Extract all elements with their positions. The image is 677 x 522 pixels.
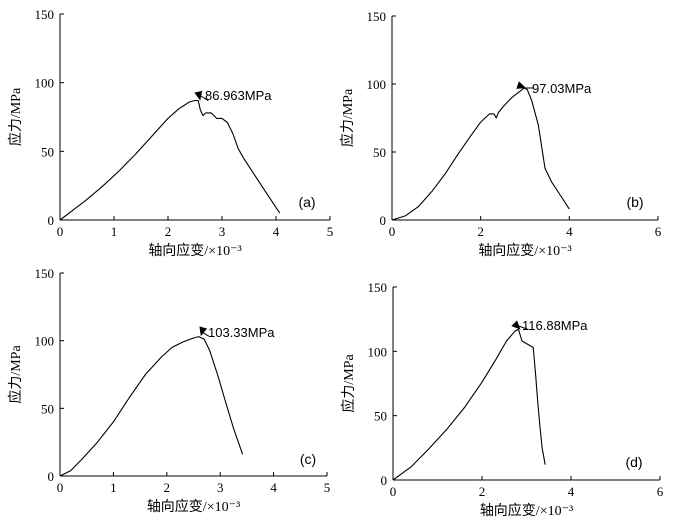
x-tick-label: 5 — [327, 224, 334, 239]
chart-panel-4: 0 2 4 6 0 50 100 150 轴向应变/×10⁻³ 应力/MPa 116.88MPa (d… — [340, 280, 664, 519]
y-tick-label: 0 — [380, 213, 387, 228]
x-axis-title: 轴向应变/×10⁻³ — [148, 242, 241, 259]
y-axis-title: 应力/MPa — [340, 354, 357, 413]
peak-arrow-head — [194, 90, 203, 101]
y-tick-label: 0 — [48, 213, 55, 228]
x-tick-label: 0 — [389, 224, 396, 239]
x-tick-label: 3 — [219, 224, 226, 239]
y-tick-label: 50 — [41, 144, 54, 159]
y-tick-label: 0 — [381, 473, 388, 488]
panel-label: (c) — [300, 451, 316, 467]
y-tick-label: 150 — [367, 9, 387, 24]
y-tick-label: 100 — [35, 76, 55, 91]
y-axis-title: 应力/MPa — [339, 88, 356, 147]
x-tick-label: 1 — [110, 480, 117, 495]
peak-stress-label: 97.03MPa — [532, 81, 592, 96]
x-tick-label: 2 — [164, 480, 171, 495]
y-tick-label: 0 — [48, 469, 55, 484]
y-tick-label: 50 — [374, 409, 387, 424]
x-tick-label: 6 — [657, 484, 664, 499]
peak-stress-label: 103.33MPa — [208, 325, 275, 340]
y-axis-title: 应力/MPa — [7, 87, 24, 146]
y-tick-label: 100 — [35, 334, 55, 349]
x-tick-label: 0 — [57, 480, 64, 495]
panel-label: (d) — [625, 454, 642, 470]
peak-arrow-head — [511, 320, 521, 330]
y-tick-label: 150 — [35, 7, 55, 22]
y-tick-label: 50 — [373, 145, 386, 160]
x-tick-label: 4 — [568, 484, 575, 499]
x-tick-label: 2 — [477, 224, 484, 239]
stress-strain-curve — [391, 87, 570, 221]
peak-arrow-head — [516, 81, 527, 89]
x-axis-title: 轴向应变/×10⁻³ — [478, 242, 571, 259]
peak-arrow-head — [199, 326, 208, 337]
chart-panel-2: 0 2 4 6 0 50 100 150 轴向应变/×10⁻³ 应力/MPa 97.03MPa (b) — [339, 9, 662, 259]
y-tick-label: 100 — [368, 344, 388, 359]
panel-label: (b) — [626, 194, 643, 210]
x-tick-label: 0 — [57, 224, 64, 239]
x-tick-label: 4 — [270, 480, 277, 495]
x-tick-label: 0 — [390, 484, 397, 499]
x-tick-label: 2 — [165, 224, 172, 239]
x-axis-title: 轴向应变/×10⁻³ — [147, 498, 240, 515]
y-tick-label: 100 — [367, 77, 387, 92]
panel-label: (a) — [298, 194, 315, 210]
x-tick-label: 6 — [655, 224, 662, 239]
peak-stress-label: 86.963MPa — [205, 88, 272, 103]
y-tick-label: 50 — [41, 401, 54, 416]
x-tick-label: 5 — [324, 480, 331, 495]
peak-stress-label: 116.88MPa — [522, 318, 588, 333]
x-tick-label: 3 — [217, 480, 224, 495]
x-tick-label: 4 — [566, 224, 573, 239]
x-tick-label: 4 — [273, 224, 280, 239]
stress-strain-curve — [392, 328, 546, 481]
x-tick-label: 2 — [479, 484, 486, 499]
stress-strain-curve — [59, 99, 281, 221]
y-tick-label: 150 — [35, 266, 55, 281]
chart-panel-3: 0 1 2 3 4 5050100150轴向应变/×10⁻³应力/MPa103.33MPa… — [7, 266, 330, 515]
x-axis-title: 轴向应变/×10⁻³ — [480, 502, 573, 519]
x-tick-label: 1 — [111, 224, 118, 239]
stress-strain-curve — [59, 336, 244, 477]
y-tick-label: 150 — [368, 280, 388, 295]
y-axis-title: 应力/MPa — [7, 345, 24, 404]
